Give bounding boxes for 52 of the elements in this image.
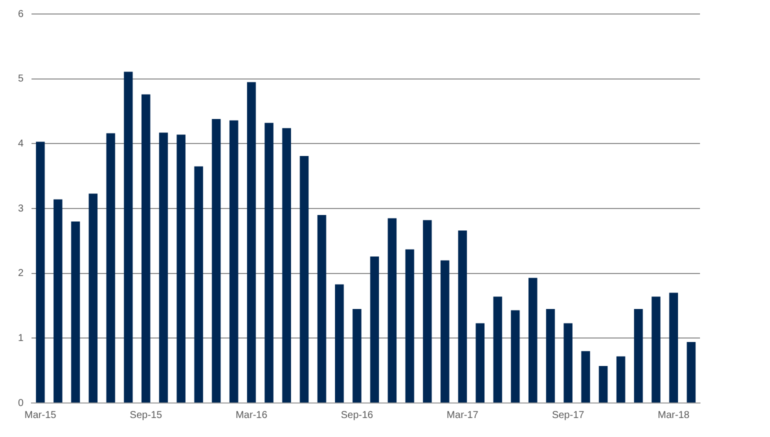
x-tick-label: Sep-16 xyxy=(340,410,374,421)
bar xyxy=(546,308,555,402)
bar xyxy=(634,308,643,402)
bar xyxy=(212,119,221,402)
bar xyxy=(581,351,590,402)
bar xyxy=(124,72,133,402)
bar xyxy=(142,94,150,402)
bar xyxy=(405,249,414,402)
x-tick-label: Mar-18 xyxy=(658,410,690,421)
y-tick-label: 2 xyxy=(18,268,24,280)
bar xyxy=(264,122,274,402)
bar xyxy=(317,214,326,402)
bar xyxy=(176,134,186,402)
bar xyxy=(282,128,292,402)
bar xyxy=(335,284,344,402)
bar xyxy=(616,356,626,402)
bar xyxy=(493,296,502,402)
bar xyxy=(54,199,62,402)
x-tick-label: Mar-16 xyxy=(236,410,268,421)
x-tick-label: Sep-17 xyxy=(552,410,585,421)
x-tick-label: Mar-17 xyxy=(446,410,479,421)
bar xyxy=(106,133,116,402)
bar xyxy=(370,256,379,402)
bar xyxy=(510,310,520,402)
y-tick-label: 5 xyxy=(18,74,24,85)
y-tick-label: 3 xyxy=(18,203,24,214)
bar xyxy=(88,194,98,402)
bar xyxy=(388,218,397,402)
x-tick-label: Sep-15 xyxy=(130,410,162,421)
bar xyxy=(440,260,450,402)
bar xyxy=(352,308,362,402)
bar xyxy=(476,323,485,402)
y-tick-label: 4 xyxy=(18,138,24,150)
bar xyxy=(422,220,432,402)
bar xyxy=(564,323,572,402)
bar xyxy=(528,278,538,402)
bar xyxy=(36,142,45,402)
bar xyxy=(300,156,309,402)
y-tick-label: 1 xyxy=(18,332,24,344)
y-tick-label: 6 xyxy=(18,8,24,20)
y-tick-label: 0 xyxy=(18,398,24,409)
bar xyxy=(229,120,238,402)
bar xyxy=(159,132,168,402)
bar xyxy=(669,292,678,402)
bar xyxy=(458,230,467,402)
bar xyxy=(71,221,80,402)
bar xyxy=(652,296,660,402)
bar xyxy=(247,82,256,402)
bar xyxy=(686,342,696,402)
bar xyxy=(598,366,608,402)
x-tick-label: Mar-15 xyxy=(24,410,57,421)
bar xyxy=(194,166,204,402)
